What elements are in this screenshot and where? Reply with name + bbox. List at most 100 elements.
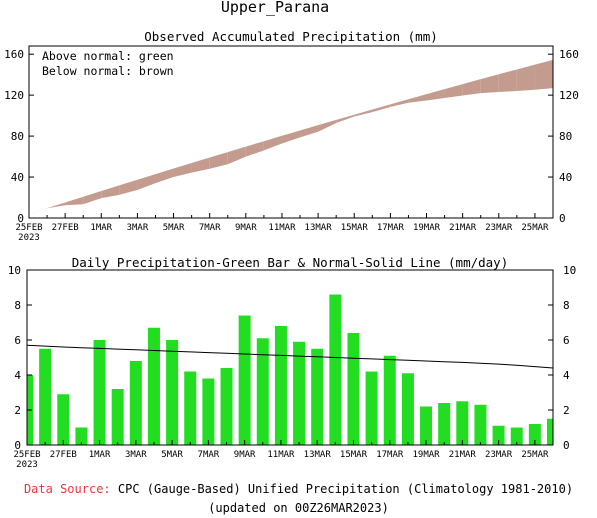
x-tick-label: 23MAR — [485, 223, 513, 233]
x-tick-label: 17MAR — [377, 223, 405, 233]
daily-precip-bar — [39, 348, 52, 445]
x-tick-label: 9MAR — [234, 450, 256, 460]
daily-precip-bar — [57, 394, 70, 445]
anomaly-band-segment — [336, 114, 355, 123]
anomaly-band-segment — [263, 135, 282, 151]
x-tick-label: 15MAR — [341, 223, 369, 233]
daily-precip-bar — [420, 406, 433, 445]
x-tick-label: 1MAR — [89, 450, 111, 460]
daily-precip-bar — [129, 361, 142, 445]
x-tick-label: 21MAR — [449, 223, 477, 233]
x-tick-label: 5MAR — [161, 450, 183, 460]
daily-precip-bar — [166, 340, 179, 445]
x-tick-label: 23MAR — [485, 450, 513, 460]
legend-above-normal: Above normal: green — [42, 49, 174, 63]
anomaly-band-segment — [119, 179, 138, 195]
data-source-text: CPC (Gauge-Based) Unified Precipitation … — [117, 482, 574, 496]
daily-precip-bar — [111, 389, 124, 445]
x-tick-label: 15MAR — [340, 450, 368, 460]
updated-timestamp: (updated on 00Z26MAR2023) — [208, 501, 389, 515]
daily-precip-bar — [220, 368, 233, 445]
y-tick-label-right: 0 — [559, 212, 566, 225]
anomaly-band-segment — [209, 152, 228, 169]
daily-precip-bar — [184, 371, 197, 445]
anomaly-band-segment — [354, 109, 373, 117]
daily-precip-bar — [293, 341, 306, 445]
anomaly-band-segment — [390, 99, 409, 107]
y-tick-label-right: 8 — [563, 299, 570, 312]
y-tick-label-left: 0 — [14, 439, 21, 452]
anomaly-band-segment — [245, 141, 264, 157]
y-tick-label-left: 6 — [14, 334, 21, 347]
x-tick-year: 2023 — [16, 460, 38, 470]
anomaly-band-segment — [137, 174, 156, 190]
anomaly-band-segment — [372, 104, 391, 113]
daily-precip-bar — [93, 340, 106, 445]
x-tick-label: 11MAR — [268, 223, 296, 233]
anomaly-band-segment — [101, 185, 120, 199]
daily-precipitation-chart: Daily Precipitation-Green Bar & Normal-S… — [8, 255, 577, 470]
normal-line — [26, 344, 554, 369]
anomaly-band-segment — [300, 125, 319, 138]
x-tick-label: 27FEB — [52, 223, 79, 233]
y-tick-label-right: 0 — [563, 439, 570, 452]
daily-precip-bar — [456, 401, 469, 445]
x-tick-label: 3MAR — [127, 223, 149, 233]
y-tick-label-right: 6 — [563, 334, 570, 347]
accumulated-precipitation-chart: Observed Accumulated Precipitation (mm) 0… — [4, 29, 579, 243]
x-tick-label: 25FEB — [15, 223, 42, 233]
y-tick-label-right: 120 — [559, 89, 579, 102]
anomaly-band-segment — [426, 89, 445, 101]
anomaly-band-segment — [462, 79, 481, 96]
y-tick-label-right: 10 — [563, 264, 576, 277]
daily-precip-bar — [311, 348, 324, 445]
y-tick-label-left: 160 — [4, 48, 24, 61]
x-tick-label: 3MAR — [125, 450, 147, 460]
daily-precip-bar — [75, 427, 88, 445]
anomaly-band-segment — [83, 190, 102, 205]
y-tick-label-right: 80 — [559, 130, 572, 143]
anomaly-band-segment — [173, 163, 192, 177]
anomaly-band-segment — [191, 157, 210, 173]
y-tick-label-left: 8 — [14, 299, 21, 312]
daily-precip-bar — [147, 327, 160, 445]
y-tick-label-right: 160 — [559, 48, 579, 61]
daily-precip-bar — [528, 424, 541, 445]
daily-precip-bar — [238, 315, 251, 445]
x-tick-label: 25FEB — [13, 450, 40, 460]
x-tick-label: 19MAR — [412, 450, 440, 460]
anomaly-band-segment — [480, 74, 499, 94]
y-tick-label-right: 40 — [559, 171, 572, 184]
x-tick-label: 7MAR — [199, 223, 221, 233]
anomaly-band-segment — [318, 119, 337, 132]
plot1-title: Observed Accumulated Precipitation (mm) — [144, 29, 438, 44]
anomaly-band-segment — [47, 202, 66, 209]
x-tick-label: 21MAR — [449, 450, 477, 460]
anomaly-band-segment — [65, 196, 84, 206]
daily-precip-bar — [547, 418, 553, 445]
anomaly-band-segment — [155, 168, 174, 184]
x-tick-label: 5MAR — [163, 223, 185, 233]
anomaly-band-segment — [498, 69, 517, 92]
x-tick-label: 25MAR — [521, 223, 549, 233]
daily-precip-bar — [365, 371, 378, 445]
daily-precip-bar — [329, 294, 342, 445]
plot2-title: Daily Precipitation-Green Bar & Normal-S… — [72, 255, 509, 270]
plot2-frame — [26, 269, 554, 446]
x-tick-label: 1MAR — [90, 223, 112, 233]
daily-precip-bar — [347, 333, 360, 445]
anomaly-band-segment — [516, 64, 535, 91]
x-tick-label: 9MAR — [235, 223, 257, 233]
x-tick-label: 11MAR — [267, 450, 295, 460]
anomaly-band-segment — [408, 94, 427, 103]
x-tick-year: 2023 — [18, 233, 40, 243]
daily-precip-bar — [256, 338, 269, 445]
y-tick-label-right: 4 — [563, 369, 570, 382]
daily-precip-bar — [438, 403, 451, 445]
daily-precip-bar — [401, 373, 414, 445]
x-tick-label: 7MAR — [198, 450, 220, 460]
chart-title: Upper_Parana — [221, 0, 329, 16]
x-tick-label: 27FEB — [50, 450, 77, 460]
anomaly-band-segment — [534, 59, 553, 90]
